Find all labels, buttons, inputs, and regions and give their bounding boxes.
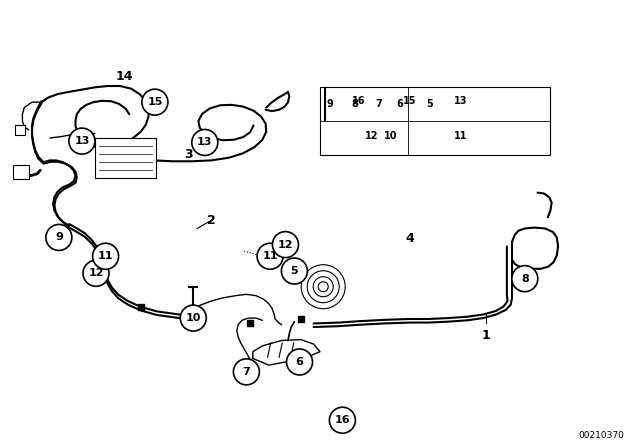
Bar [15,125,26,135]
Circle shape [287,349,312,375]
Text: 10: 10 [186,313,201,323]
Circle shape [330,407,355,433]
Circle shape [273,232,298,258]
Circle shape [192,129,218,155]
Text: 10: 10 [383,131,397,141]
Text: 16: 16 [335,415,350,425]
Text: 11: 11 [454,131,468,141]
Bar [95,138,156,178]
Circle shape [282,258,307,284]
Circle shape [93,243,118,269]
Text: 14: 14 [116,69,134,83]
Circle shape [512,266,538,292]
Text: 12: 12 [88,268,104,278]
Text: 13: 13 [74,136,90,146]
Text: 5: 5 [291,266,298,276]
Text: 7: 7 [376,99,382,109]
Circle shape [83,260,109,286]
Text: 11: 11 [98,251,113,261]
Text: 6: 6 [296,357,303,367]
Text: 5: 5 [427,99,433,109]
Circle shape [180,305,206,331]
Text: 3: 3 [184,148,193,161]
Circle shape [46,224,72,250]
Text: 13: 13 [454,96,468,106]
Text: 12: 12 [278,240,293,250]
Text: 4: 4 [405,232,414,245]
Text: 9: 9 [326,99,333,109]
Bar [320,87,550,155]
Text: 6: 6 [397,99,403,109]
Text: 15: 15 [403,96,417,106]
Text: 8: 8 [352,99,358,109]
Text: 12: 12 [364,131,378,141]
Text: 00210370: 00210370 [578,431,624,440]
Text: 7: 7 [243,367,250,377]
FancyBboxPatch shape [13,165,29,179]
Circle shape [142,89,168,115]
Circle shape [234,359,259,385]
Text: 1: 1 [482,328,491,342]
Text: 2: 2 [207,214,216,227]
Text: 11: 11 [262,251,278,261]
Text: 9: 9 [55,233,63,242]
Circle shape [257,243,283,269]
Text: 15: 15 [147,97,163,107]
Text: 8: 8 [521,274,529,284]
Text: 13: 13 [197,138,212,147]
Text: 16: 16 [351,96,365,106]
Circle shape [69,128,95,154]
